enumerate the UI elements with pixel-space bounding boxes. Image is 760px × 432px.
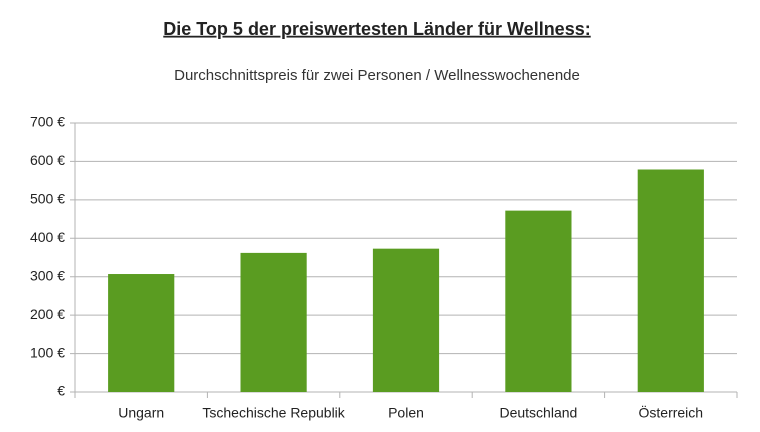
x-tick-label: Polen (388, 405, 424, 421)
y-tick-label: 700 € (30, 114, 65, 130)
x-tick-label: Ungarn (118, 405, 164, 421)
bar (240, 252, 307, 392)
bar (505, 210, 572, 392)
bar (637, 169, 704, 392)
x-tick-label: Österreich (639, 404, 704, 421)
y-tick-label: 100 € (30, 344, 65, 360)
y-tick-label: € (57, 383, 65, 399)
y-tick-label: 200 € (30, 306, 65, 322)
chart-title: Die Top 5 der preiswertesten Länder für … (163, 19, 590, 39)
y-tick-label: 400 € (30, 229, 65, 245)
chart-subtitle: Durchschnittspreis für zwei Personen / W… (174, 67, 580, 84)
x-tick-label: Deutschland (499, 405, 577, 421)
y-tick-label: 500 € (30, 191, 65, 207)
bar (108, 274, 175, 392)
x-tick-label: Tschechische Republik (202, 405, 345, 421)
y-tick-label: 300 € (30, 267, 65, 283)
bar (372, 248, 440, 392)
y-tick-label: 600 € (30, 152, 65, 168)
